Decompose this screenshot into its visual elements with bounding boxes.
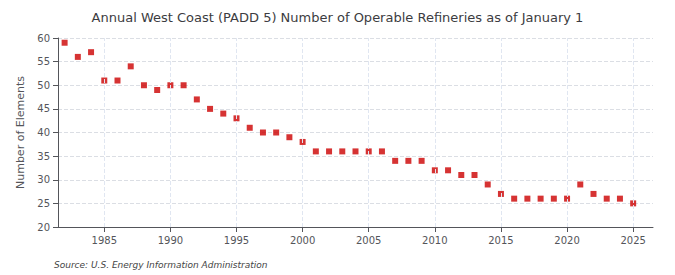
svg-text:2020: 2020 <box>554 235 579 246</box>
svg-text:30: 30 <box>37 174 50 185</box>
svg-text:55: 55 <box>37 56 50 67</box>
svg-text:2005: 2005 <box>356 235 381 246</box>
svg-text:60: 60 <box>37 33 50 44</box>
svg-text:1995: 1995 <box>224 235 249 246</box>
svg-text:2000: 2000 <box>290 235 315 246</box>
svg-text:35: 35 <box>37 151 50 162</box>
svg-text:Source: U.S. Energy Informatio: Source: U.S. Energy Information Administ… <box>54 260 268 270</box>
svg-text:25: 25 <box>37 198 50 209</box>
svg-text:40: 40 <box>37 127 50 138</box>
svg-text:2010: 2010 <box>422 235 447 246</box>
svg-text:45: 45 <box>37 103 50 114</box>
svg-text:50: 50 <box>37 80 50 91</box>
svg-text:Number of Elements: Number of Elements <box>14 76 27 189</box>
svg-text:1985: 1985 <box>92 235 117 246</box>
svg-text:1990: 1990 <box>158 235 183 246</box>
svg-text:20: 20 <box>37 222 50 233</box>
svg-text:2015: 2015 <box>488 235 513 246</box>
svg-text:2025: 2025 <box>620 235 645 246</box>
svg-text:Annual West Coast (PADD 5) Num: Annual West Coast (PADD 5) Number of Ope… <box>92 10 584 25</box>
